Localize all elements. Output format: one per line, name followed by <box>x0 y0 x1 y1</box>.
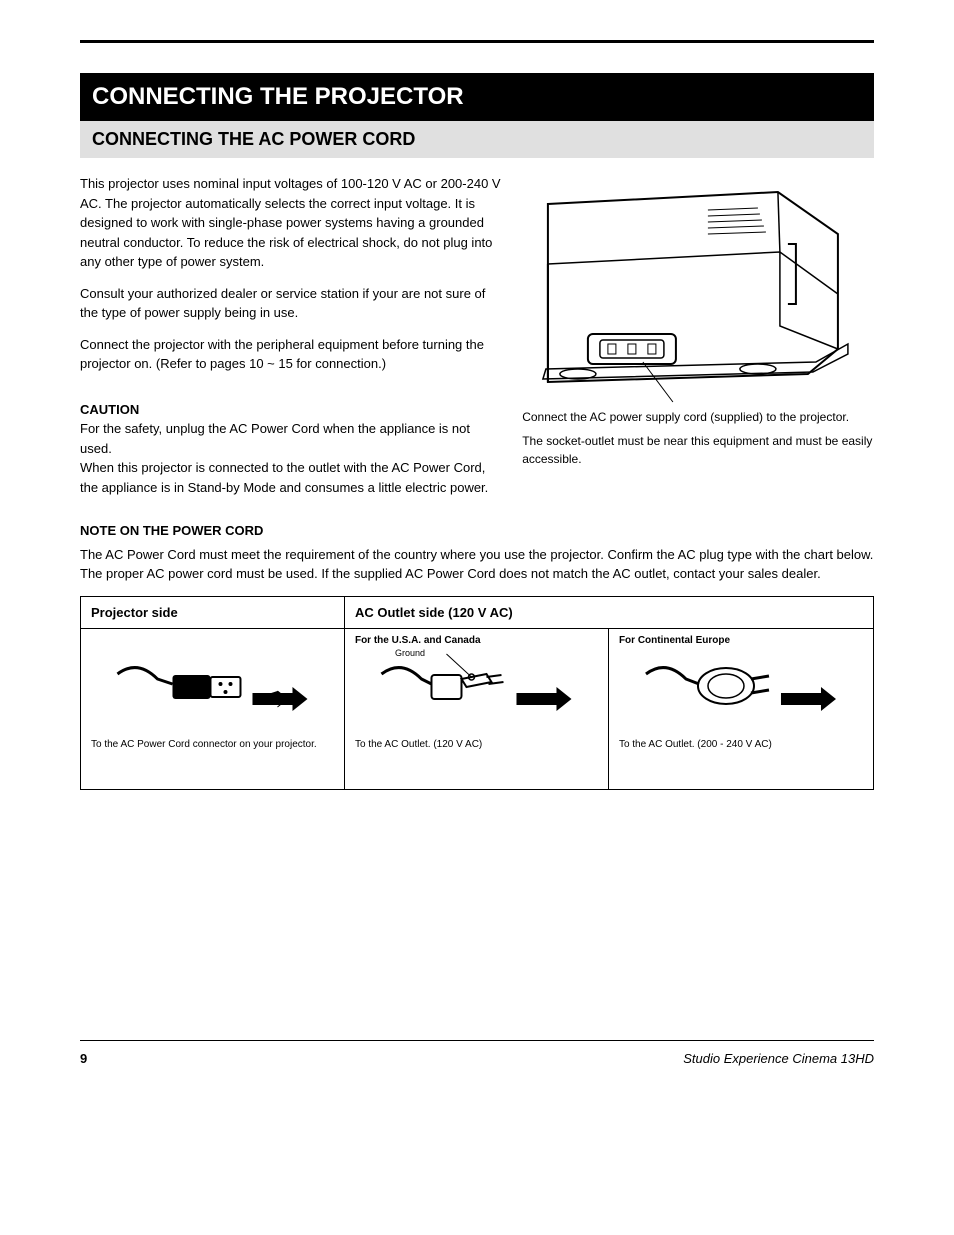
usa-header: For the U.S.A. and Canada <box>355 633 481 648</box>
footer-page: 9 <box>80 1049 87 1069</box>
plug-cell-europe: For Continental Europe To the AC Outlet.… <box>609 629 873 789</box>
content-left: This projector uses nominal input voltag… <box>80 174 502 497</box>
cord-table-image-row: To the AC Power Cord connector on your p… <box>81 629 873 789</box>
cord-table: Projector side AC Outlet side (120 V AC)… <box>80 596 874 791</box>
header-projector-side: Projector side <box>81 597 345 630</box>
plug-usa-icon <box>355 649 598 729</box>
footer: 9 Studio Experience Cinema 13HD <box>80 1040 874 1069</box>
note-text: The AC Power Cord must meet the requirem… <box>80 545 874 584</box>
top-rule <box>80 40 874 43</box>
description-p1: This projector uses nominal input voltag… <box>80 174 502 272</box>
note-label: NOTE ON THE POWER CORD <box>80 521 874 541</box>
ground-label: Ground <box>395 647 425 661</box>
socket-note: The socket-outlet must be near this equi… <box>522 432 874 468</box>
sub-header: CONNECTING THE AC POWER CORD <box>80 121 874 158</box>
main-header: CONNECTING THE PROJECTOR <box>80 73 874 121</box>
header-outlet-side: AC Outlet side (120 V AC) <box>345 597 873 630</box>
socket-caption: Connect the AC power supply cord (suppli… <box>522 408 874 426</box>
description-p3: Connect the projector with the periphera… <box>80 335 502 374</box>
caution-label: CAUTION <box>80 400 502 420</box>
plug-europe-icon <box>619 649 863 729</box>
caution-text2: When this projector is connected to the … <box>80 458 502 497</box>
plug-usa-label: To the AC Outlet. (120 V AC) <box>355 737 598 752</box>
caution-text: For the safety, unplug the AC Power Cord… <box>80 419 502 458</box>
description-p2: Consult your authorized dealer or servic… <box>80 284 502 323</box>
plug-cell-projector: To the AC Power Cord connector on your p… <box>81 629 345 789</box>
subheader-title: CONNECTING THE AC POWER CORD <box>92 129 415 149</box>
content-right: Connect the AC power supply cord (suppli… <box>522 174 874 497</box>
footer-model: Studio Experience Cinema 13HD <box>683 1049 874 1069</box>
cord-table-header-row: Projector side AC Outlet side (120 V AC) <box>81 597 873 630</box>
plug-europe-label: To the AC Outlet. (200 - 240 V AC) <box>619 737 863 752</box>
plug-projector-icon <box>91 649 334 729</box>
projector-socket-image <box>522 174 874 404</box>
content-section: This projector uses nominal input voltag… <box>80 174 874 497</box>
plug-projector-label: To the AC Power Cord connector on your p… <box>91 737 334 752</box>
header-title: CONNECTING THE PROJECTOR <box>92 83 464 110</box>
plug-cell-usa: For the U.S.A. and Canada Ground To the … <box>345 629 609 789</box>
europe-header: For Continental Europe <box>619 633 730 648</box>
